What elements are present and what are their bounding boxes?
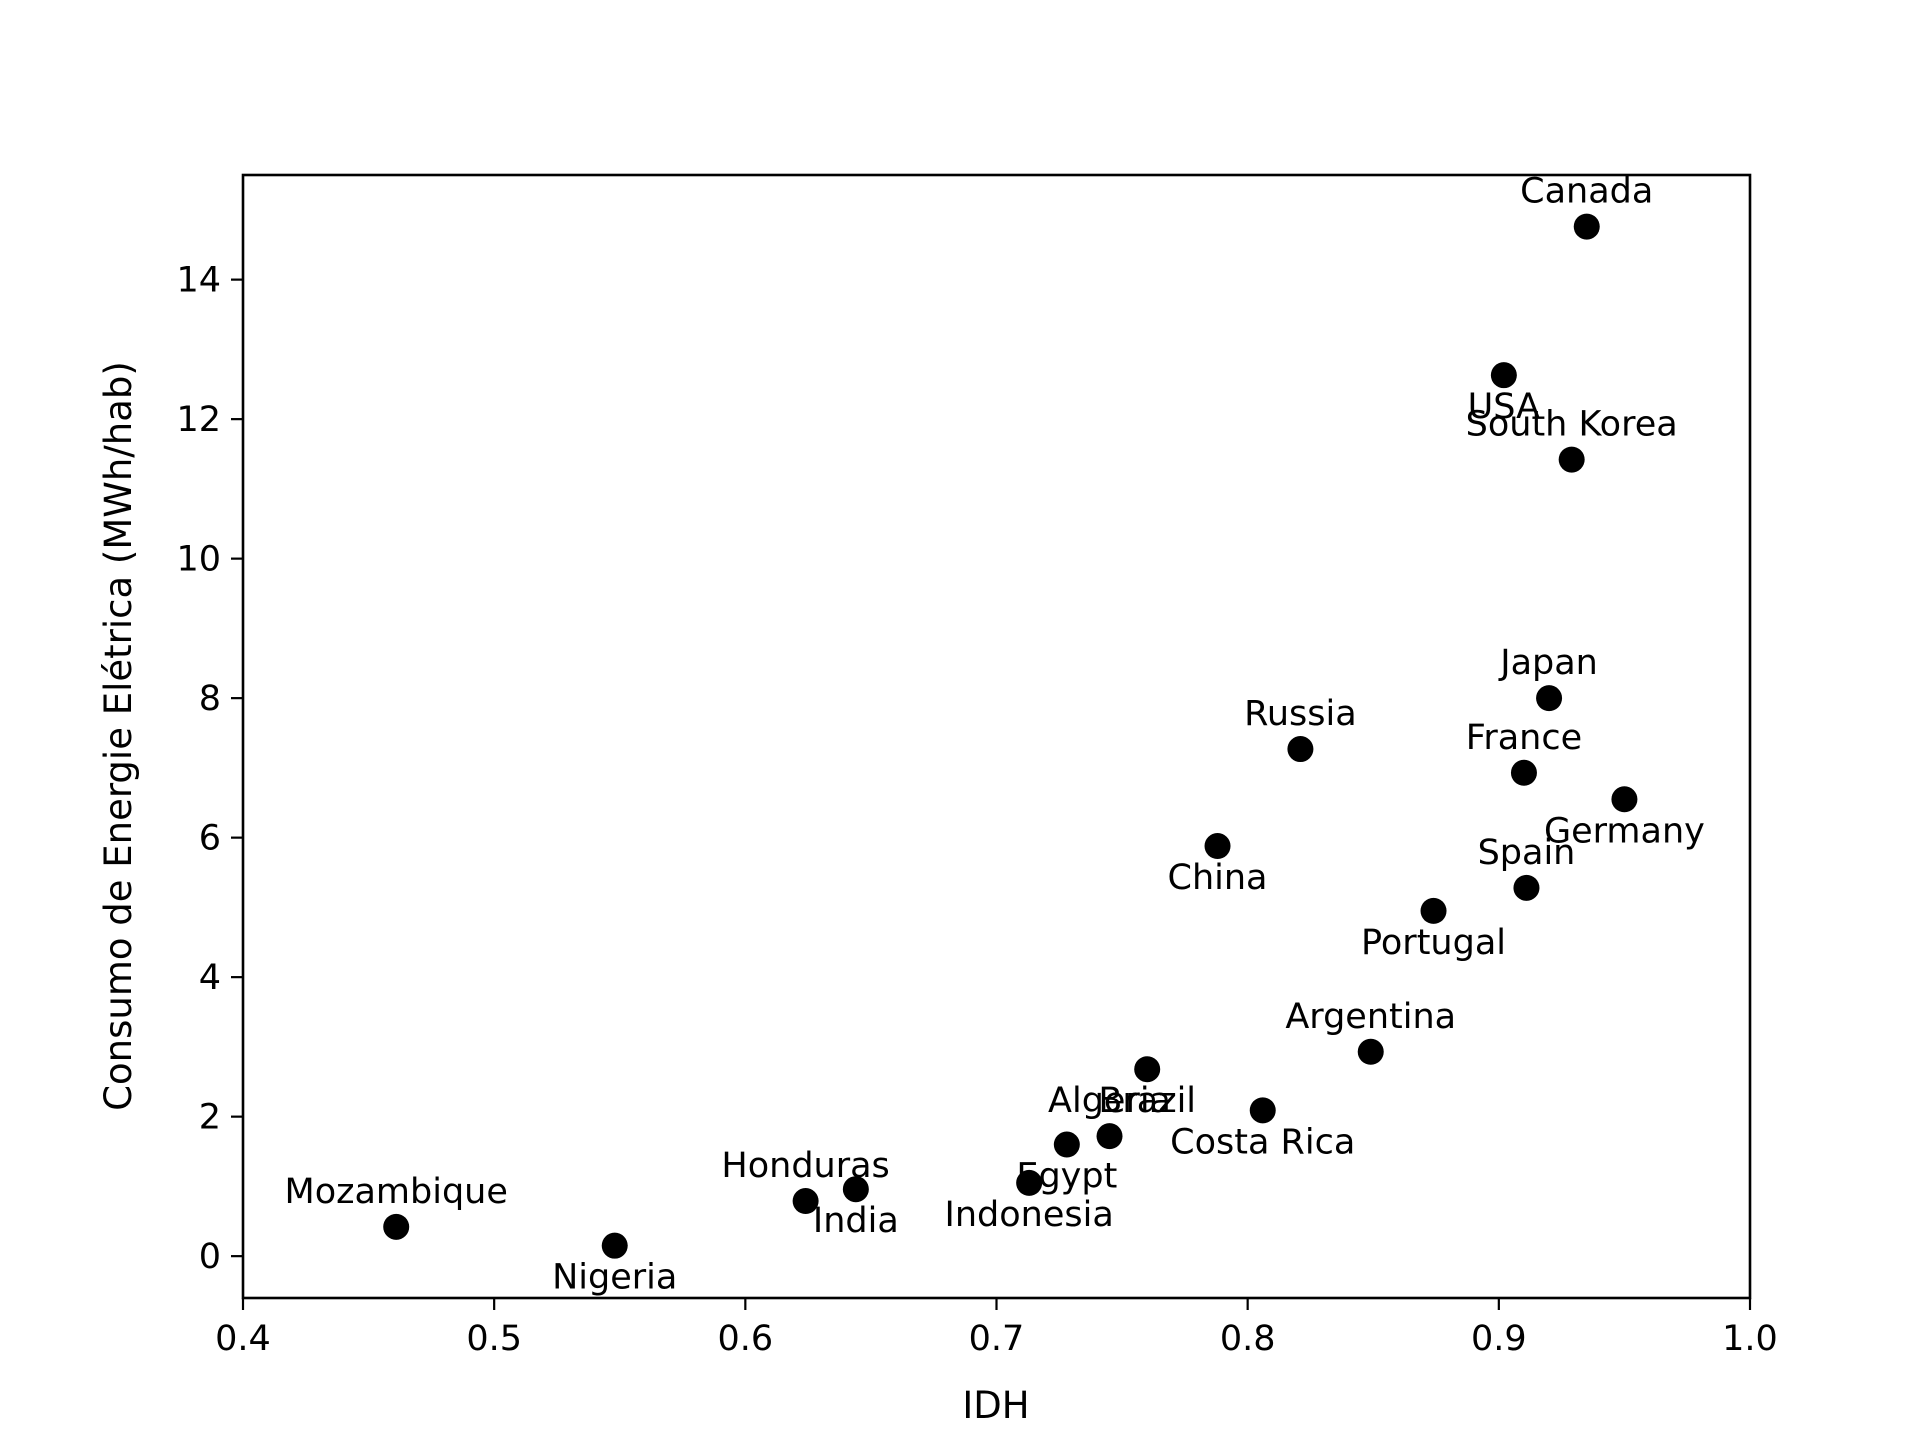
data-point bbox=[1096, 1123, 1123, 1150]
data-point bbox=[1134, 1056, 1161, 1083]
x-tick-label: 0.6 bbox=[717, 1319, 773, 1359]
data-point bbox=[1558, 446, 1585, 473]
x-tick-label: 1.0 bbox=[1722, 1319, 1778, 1359]
data-point bbox=[1357, 1038, 1384, 1065]
data-point bbox=[1513, 874, 1540, 901]
x-tick-label: 0.4 bbox=[215, 1319, 271, 1359]
data-point bbox=[1287, 736, 1314, 763]
data-point bbox=[1490, 362, 1517, 389]
data-label: India bbox=[813, 1201, 899, 1241]
data-label: USA bbox=[1468, 387, 1540, 427]
x-tick-label: 0.8 bbox=[1220, 1319, 1276, 1359]
y-tick-label: 4 bbox=[199, 958, 221, 998]
data-label: Canada bbox=[1520, 172, 1653, 212]
data-point bbox=[1510, 759, 1537, 786]
data-point bbox=[1536, 685, 1563, 712]
data-point bbox=[1016, 1169, 1043, 1196]
y-tick-label: 0 bbox=[199, 1237, 221, 1277]
data-point bbox=[1249, 1097, 1276, 1124]
x-tick-label: 0.5 bbox=[466, 1319, 522, 1359]
x-axis-label: IDH bbox=[962, 1384, 1029, 1427]
data-label: South Korea bbox=[1466, 405, 1678, 445]
x-tick-label: 0.9 bbox=[1471, 1319, 1527, 1359]
data-label: France bbox=[1466, 718, 1582, 758]
data-point bbox=[1611, 786, 1638, 813]
y-tick-label: 6 bbox=[199, 819, 221, 859]
data-point bbox=[842, 1176, 869, 1203]
data-label: Japan bbox=[1498, 643, 1598, 683]
y-tick-label: 14 bbox=[176, 261, 221, 301]
data-label: Costa Rica bbox=[1170, 1122, 1355, 1162]
data-label: Nigeria bbox=[552, 1258, 677, 1298]
data-label: Mozambique bbox=[285, 1172, 508, 1212]
data-label: Portugal bbox=[1361, 923, 1506, 963]
data-label: Indonesia bbox=[945, 1195, 1114, 1235]
data-label: Germany bbox=[1544, 811, 1705, 851]
x-tick-label: 0.7 bbox=[969, 1319, 1025, 1359]
data-point bbox=[792, 1188, 819, 1215]
data-point bbox=[1573, 213, 1600, 240]
data-label: Egypt bbox=[1016, 1157, 1117, 1197]
y-tick-label: 12 bbox=[176, 400, 221, 440]
x-axis: 0.4 0.5 0.6 0.7 0.8 0.9 1.0 bbox=[215, 1298, 1778, 1359]
data-label: Brazil bbox=[1098, 1081, 1196, 1121]
y-tick-label: 8 bbox=[199, 679, 221, 719]
y-axis: 0 2 4 6 8 10 12 14 bbox=[176, 261, 243, 1277]
data-label: Spain bbox=[1478, 833, 1576, 873]
data-point bbox=[1053, 1131, 1080, 1158]
y-tick-label: 10 bbox=[176, 540, 221, 580]
data-point bbox=[1204, 833, 1231, 860]
data-label: Argentina bbox=[1285, 997, 1456, 1037]
data-point bbox=[383, 1213, 410, 1240]
data-label: China bbox=[1168, 858, 1268, 898]
data-label: Algeria bbox=[1048, 1081, 1171, 1121]
data-label: Russia bbox=[1244, 694, 1357, 734]
y-tick-label: 2 bbox=[199, 1098, 221, 1138]
data-point bbox=[601, 1232, 628, 1259]
data-point bbox=[1420, 897, 1447, 924]
y-axis-label: Consumo de Energie Elétrica (MWh/hab) bbox=[97, 361, 140, 1111]
